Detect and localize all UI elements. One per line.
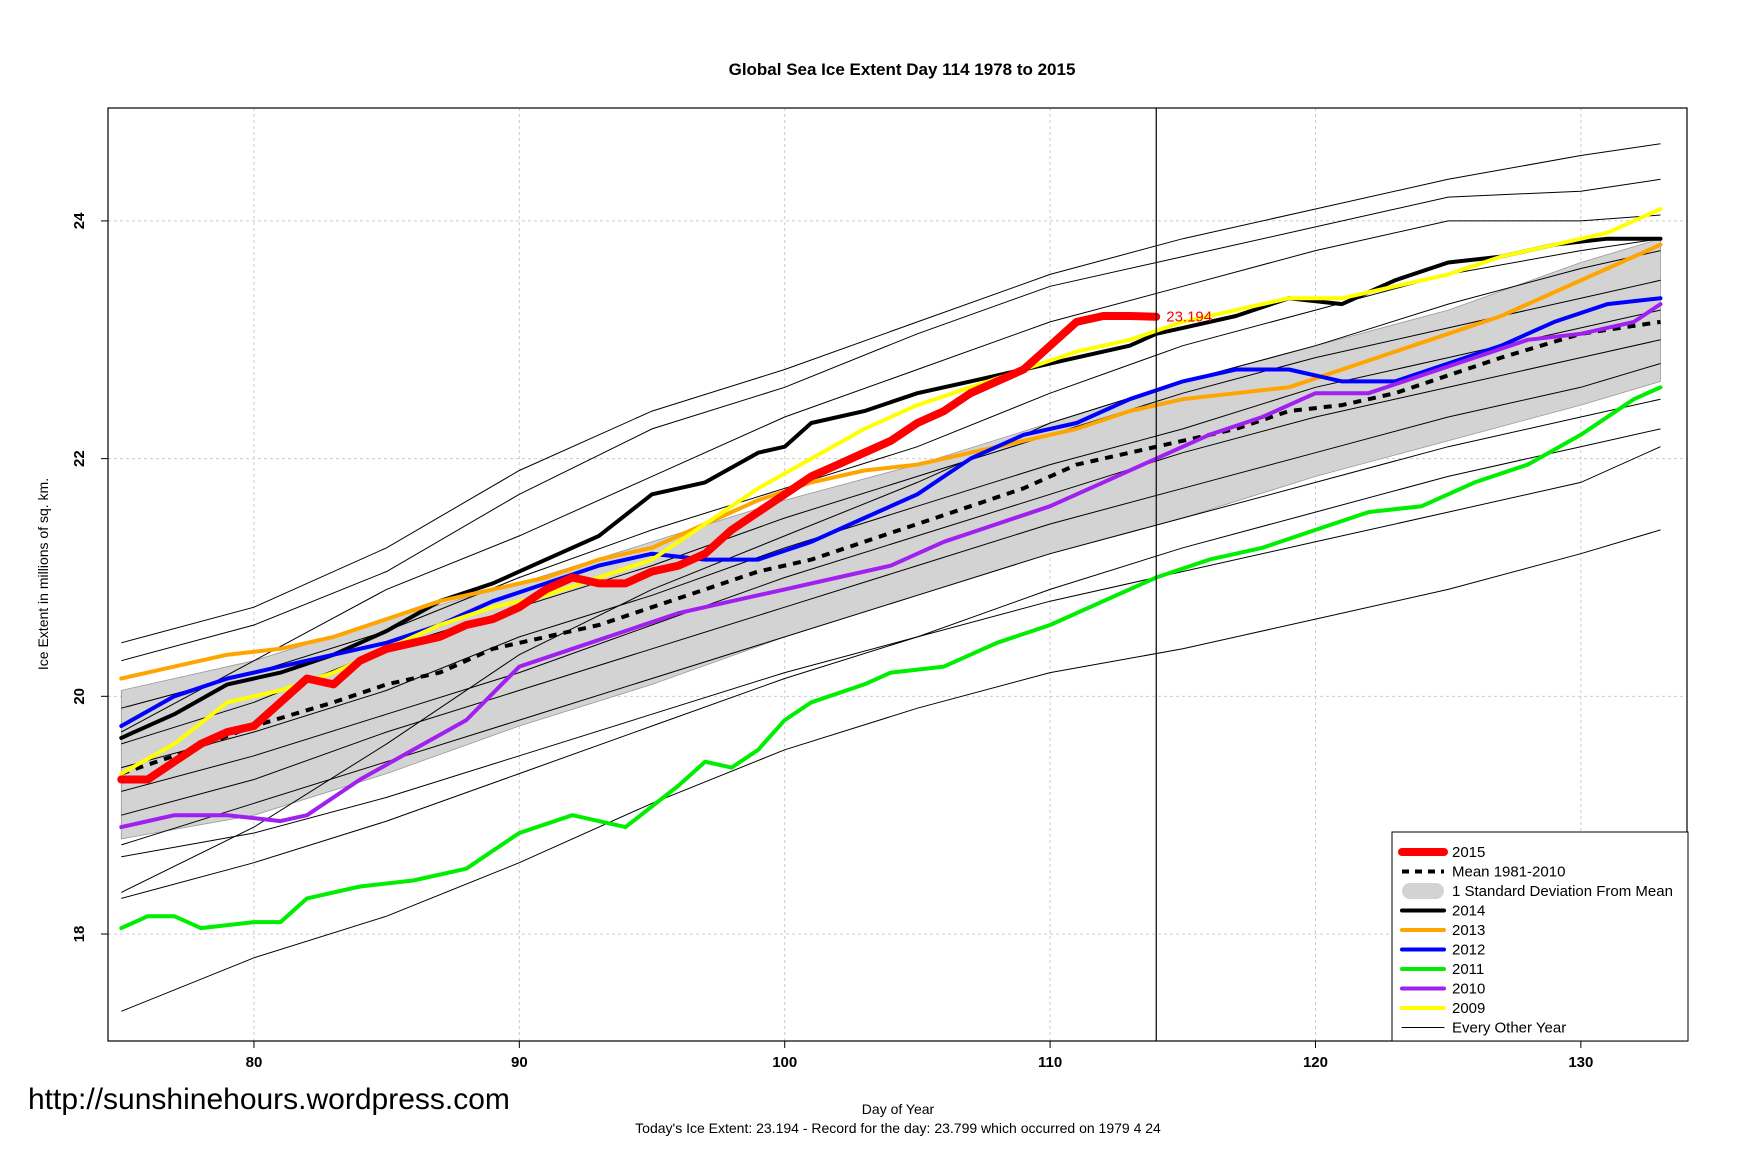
legend-label: Mean 1981-2010 bbox=[1452, 864, 1565, 881]
series-line-2011 bbox=[119, 385, 1663, 931]
watermark-url: http://sunshinehours.wordpress.com bbox=[28, 1083, 510, 1116]
y-tick-label: 24 bbox=[71, 212, 88, 229]
series-line-mean-1981-2010 bbox=[120, 319, 1661, 776]
y-axis-label: Ice Extent in millions of sq. km. bbox=[35, 478, 51, 670]
y-axis: 18 20 22 24 bbox=[71, 212, 108, 942]
x-tick-label: 100 bbox=[772, 1054, 797, 1071]
legend-label: 2009 bbox=[1452, 1000, 1485, 1017]
chart-title: Global Sea Ice Extent Day 114 1978 to 20… bbox=[729, 60, 1076, 79]
std-band-area bbox=[120, 238, 1661, 840]
other-year-line bbox=[121, 178, 1661, 662]
series-line-2013 bbox=[119, 242, 1663, 681]
legend-label: 1 Standard Deviation From Mean bbox=[1452, 883, 1673, 900]
legend-label: Every Other Year bbox=[1452, 1020, 1566, 1037]
x-tick-label: 130 bbox=[1568, 1054, 1593, 1071]
footer-text: Today's Ice Extent: 23.194 - Record for … bbox=[635, 1120, 1161, 1136]
legend-label: 2015 bbox=[1452, 844, 1485, 861]
legend-label: 2010 bbox=[1452, 981, 1485, 998]
highlighted-series bbox=[117, 207, 1663, 931]
series-line-2010 bbox=[119, 302, 1663, 830]
other-year-line bbox=[121, 309, 1661, 769]
legend-label: 2012 bbox=[1452, 942, 1485, 959]
other-year-line bbox=[121, 446, 1661, 858]
legend-swatch-band bbox=[1402, 883, 1444, 899]
legend-label: 2013 bbox=[1452, 922, 1485, 939]
x-tick-label: 110 bbox=[1038, 1054, 1062, 1071]
other-year-line bbox=[121, 339, 1661, 792]
other-year-line bbox=[121, 214, 1661, 733]
series-line-2014 bbox=[119, 236, 1663, 740]
series-line-2015 bbox=[117, 312, 1161, 784]
x-tick-label: 80 bbox=[246, 1054, 263, 1071]
plot-frame bbox=[107, 107, 1688, 1042]
std-dev-band bbox=[120, 238, 1661, 840]
other-year-line bbox=[121, 250, 1661, 893]
x-axis: 80 90 100 110 120 130 bbox=[246, 1041, 1593, 1071]
y-tick-label: 20 bbox=[71, 688, 88, 705]
y-tick-label: 18 bbox=[71, 926, 88, 943]
legend: 2015 Mean 1981-2010 1 Standard Deviation F… bbox=[1391, 831, 1689, 1042]
other-year-line bbox=[121, 398, 1661, 846]
end-value-label: 23.194 bbox=[1166, 309, 1212, 326]
other-year-line bbox=[121, 363, 1661, 816]
x-axis-label: Day of Year bbox=[862, 1101, 935, 1117]
legend-label: 2011 bbox=[1452, 961, 1484, 978]
x-tick-label: 120 bbox=[1303, 1054, 1328, 1071]
other-year-line bbox=[121, 529, 1661, 1012]
x-tick-label: 90 bbox=[511, 1054, 528, 1071]
y-tick-label: 22 bbox=[71, 450, 88, 467]
series-line-2012 bbox=[119, 296, 1663, 728]
other-year-line bbox=[121, 143, 1661, 644]
legend-box bbox=[1391, 831, 1689, 1042]
legend-label: 2014 bbox=[1452, 903, 1485, 920]
